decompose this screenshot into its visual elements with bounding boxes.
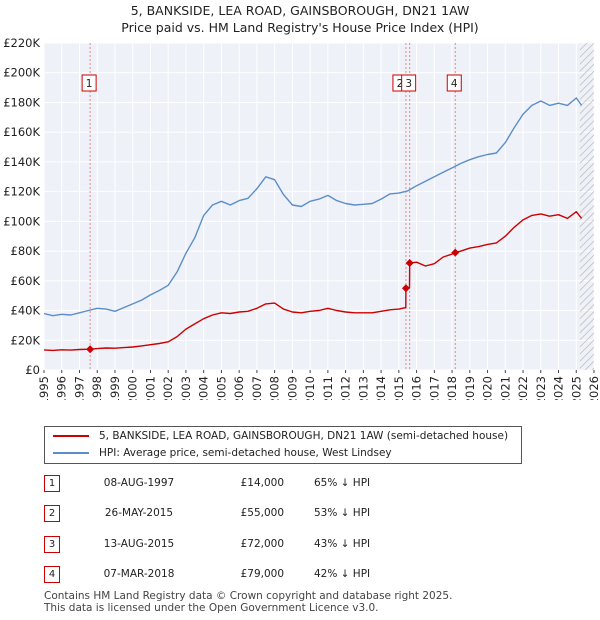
x-tick-label: 2024 [552, 376, 566, 400]
footer-attribution: Contains HM Land Registry data © Crown c… [44, 590, 452, 614]
x-tick-label: 2015 [392, 376, 406, 400]
y-tick-label: £160K [3, 125, 40, 139]
chart-title: 5, BANKSIDE, LEA ROAD, GAINSBOROUGH, DN2… [130, 3, 470, 18]
x-tick-label: 2025 [569, 376, 583, 400]
sale-date: 08-AUG-1997 [103, 477, 175, 489]
x-tick-label: 1996 [55, 376, 69, 400]
x-tick-label: 2018 [445, 376, 459, 400]
legend-label-price: 5, BANKSIDE, LEA ROAD, GAINSBOROUGH, DN2… [99, 430, 509, 442]
x-tick-label: 2011 [321, 376, 335, 400]
sale-marker-box [81, 74, 97, 92]
x-tick-label: 2000 [126, 376, 140, 400]
sale-badge: 4 [44, 566, 60, 583]
x-tick-label: 2022 [516, 376, 530, 400]
x-tick-label: 2005 [214, 376, 228, 400]
y-tick-label: £180K [3, 95, 40, 109]
x-tick-label: 2007 [250, 376, 264, 400]
y-tick-label: £140K [3, 155, 40, 169]
x-tick-label: 2014 [374, 376, 388, 400]
sale-marker-label: 1 [86, 78, 93, 90]
sale-marker-label: 2 [397, 78, 404, 90]
x-axis: 1995 1996 1997 1998 1999 2000 2001 2002 2003 2004… [37, 370, 600, 400]
y-axis: £0 £20K £40K £60K £80K £100K £120K £140K £160K £1… [3, 36, 40, 377]
x-tick-label: 2001 [143, 376, 157, 400]
sale-price: £55,000 [240, 507, 284, 519]
sale-hpi-diff: 53% ↓ HPI [314, 507, 371, 519]
sale-hpi-diff: 43% ↓ HPI [314, 538, 371, 550]
sale-date: 07-MAR-2018 [103, 568, 175, 580]
y-tick-label: £220K [3, 36, 40, 50]
y-tick-label: £200K [3, 66, 40, 80]
y-tick-label: £120K [3, 185, 40, 199]
y-tick-label: £100K [3, 214, 40, 228]
x-tick-label: 2006 [232, 376, 246, 400]
y-tick-label: £0 [25, 363, 40, 377]
sale-point [86, 345, 95, 354]
legend-item-price: 5, BANKSIDE, LEA ROAD, GAINSBOROUGH, DN2… [53, 428, 508, 444]
sale-point [405, 258, 414, 267]
legend: 5, BANKSIDE, LEA ROAD, GAINSBOROUGH, DN2… [44, 426, 522, 464]
x-tick-label: 2013 [356, 376, 370, 400]
sale-badge: 3 [44, 536, 60, 553]
sale-badge: 1 [44, 475, 60, 492]
sale-point [451, 248, 460, 257]
sale-marker-box [401, 74, 417, 92]
footer-line-2: This data is licensed under the Open Gov… [44, 602, 379, 614]
x-tick-label: 2002 [161, 376, 175, 400]
sale-hpi-diff: 65% ↓ HPI [314, 477, 371, 489]
legend-item-hpi: HPI: Average price, semi-detached house,… [53, 445, 392, 461]
x-tick-label: 2017 [427, 376, 441, 400]
x-tick-label: 2023 [534, 376, 548, 400]
sale-point [401, 284, 410, 293]
footer-line-1: Contains HM Land Registry data © Crown c… [44, 590, 453, 602]
legend-label-hpi: HPI: Average price, semi-detached house,… [99, 447, 392, 459]
x-tick-label: 2020 [481, 376, 495, 400]
x-tick-label: 2003 [179, 376, 193, 400]
sale-price: £72,000 [240, 538, 284, 550]
series-line [44, 211, 583, 352]
sale-marker-label: 4 [451, 78, 458, 90]
sale-marker-box [446, 74, 462, 92]
sale-row: 2 26-MAY-2015 £55,000 53% ↓ HPI [44, 505, 564, 525]
sale-price: £14,000 [240, 477, 284, 489]
sale-hpi-diff: 42% ↓ HPI [314, 568, 371, 580]
y-tick-label: £20K [11, 333, 41, 347]
sale-row: 4 07-MAR-2018 £79,000 42% ↓ HPI [44, 566, 564, 586]
y-tick-label: £80K [11, 244, 41, 258]
x-tick-label: 1995 [37, 376, 51, 400]
chart-subtitle: Price paid vs. HM Land Registry's House … [121, 20, 479, 35]
x-tick-label: 1997 [72, 376, 86, 400]
x-tick-label: 2026 [587, 376, 600, 400]
x-tick-label: 2021 [498, 376, 512, 400]
sale-date: 13-AUG-2015 [103, 538, 175, 550]
x-tick-label: 2012 [339, 376, 353, 400]
sale-row: 3 13-AUG-2015 £72,000 43% ↓ HPI [44, 536, 564, 556]
x-tick-label: 2019 [463, 376, 477, 400]
x-tick-label: 2008 [268, 376, 282, 400]
y-tick-label: £40K [11, 304, 41, 318]
sale-price: £79,000 [240, 568, 284, 580]
x-tick-label: 2016 [410, 376, 424, 400]
sale-badge: 2 [44, 505, 60, 522]
sale-points [86, 248, 460, 354]
plot-background [44, 43, 594, 370]
series-lines [44, 97, 583, 352]
x-tick-label: 2004 [197, 376, 211, 400]
x-tick-label: 2010 [303, 376, 317, 400]
legend-swatch-red [53, 435, 89, 437]
x-tick-label: 1999 [108, 376, 122, 400]
x-tick-label: 2009 [285, 376, 299, 400]
x-tick-label: 1998 [90, 376, 104, 400]
sale-marker-label: 3 [405, 78, 412, 90]
sale-date: 26-MAY-2015 [104, 507, 174, 519]
sale-markers-lines [89, 43, 456, 370]
sale-row: 1 08-AUG-1997 £14,000 65% ↓ HPI [44, 475, 564, 495]
series-line [44, 97, 583, 317]
y-tick-label: £60K [11, 274, 41, 288]
legend-swatch-blue [53, 452, 89, 454]
forecast-hatch [579, 43, 594, 370]
